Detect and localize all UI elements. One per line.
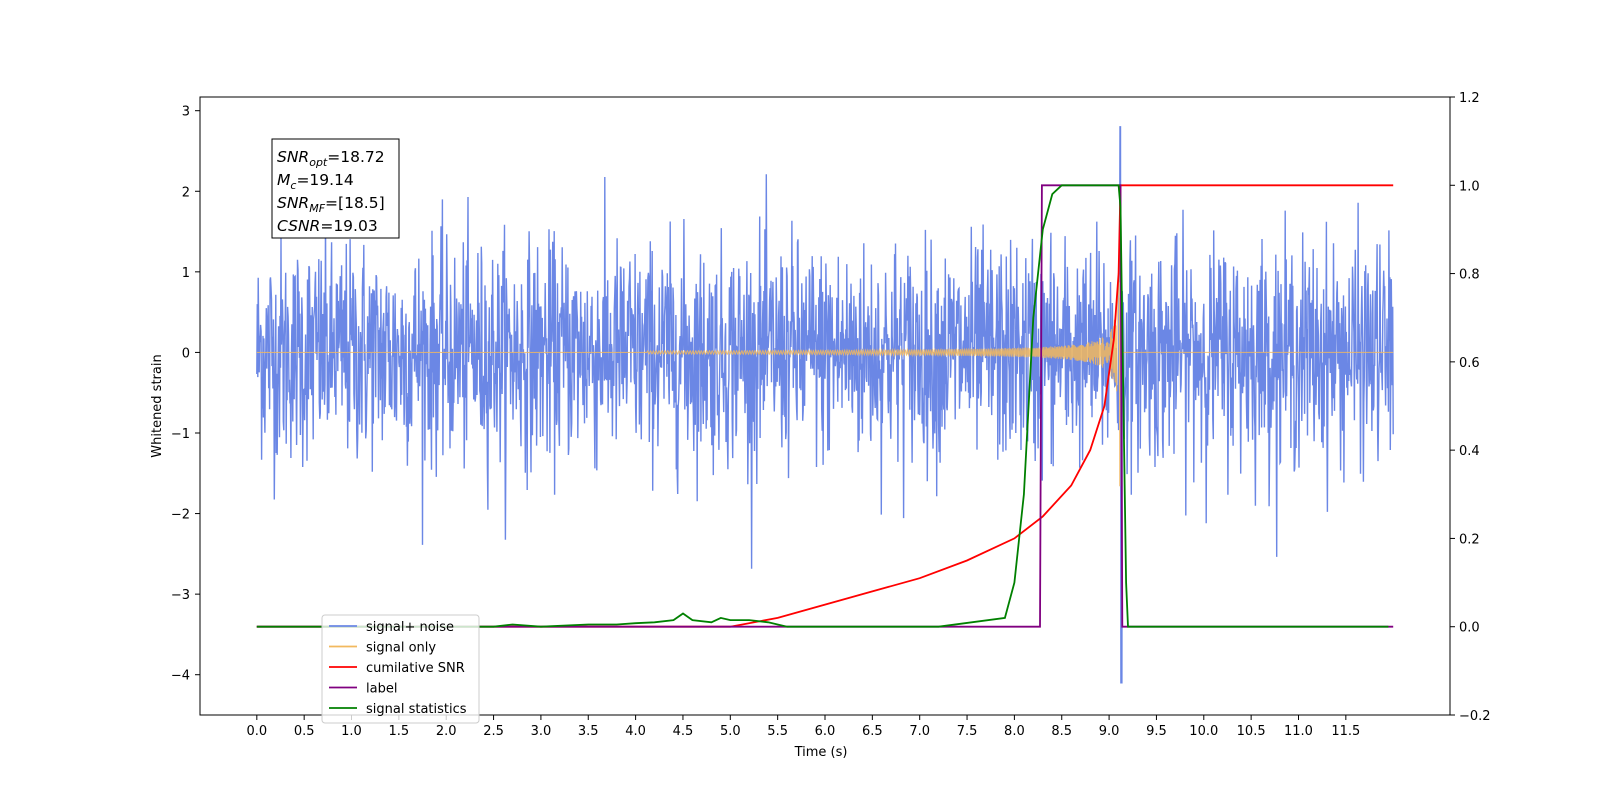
legend-frame [321,614,480,724]
y-right-tick-label: 0.6 [1459,356,1480,371]
legend-label: signal+ noise [366,620,454,635]
y-right-tick-label: 0.4 [1459,444,1480,459]
x-tick-label: 0.0 [246,724,267,739]
series-signal-statistics [256,184,1389,628]
x-tick-label: 6.0 [815,724,836,739]
y-right-tick-label: 0.2 [1459,532,1480,547]
y-left-tick-label: 2 [182,185,190,200]
x-tick-label: 4.0 [625,724,646,739]
legend-label: cumilative SNR [366,661,465,676]
y-left-tick-label: −2 [171,508,190,523]
x-tick-label: 6.5 [862,724,883,739]
x-tick-label: 5.5 [767,724,788,739]
info-line: CSNR=19.03 [277,217,378,235]
y-right-tick-label: 1.2 [1459,91,1480,106]
legend-label: signal statistics [366,702,467,717]
y-left-tick-label: −3 [171,588,190,603]
x-tick-label: 2.5 [483,724,504,739]
x-tick-label: 7.5 [957,724,978,739]
x-tick-label: 8.5 [1051,724,1072,739]
legend-label: signal only [366,641,436,656]
x-tick-label: 11.0 [1284,724,1313,739]
y-right-tick-label: −0.2 [1459,709,1491,724]
x-tick-label: 1.0 [341,724,362,739]
info-line: Mc=19.14 [277,171,354,192]
x-tick-label: 2.0 [436,724,457,739]
x-tick-label: 3.5 [578,724,599,739]
x-tick-label: 4.5 [673,724,694,739]
x-tick-label: 3.0 [531,724,552,739]
x-tick-label: 8.0 [1004,724,1025,739]
y-left-tick-label: 3 [182,105,190,120]
y-left-tick-label: −4 [171,669,190,684]
y-left-tick-label: −1 [171,427,190,442]
x-tick-label: 11.5 [1331,724,1360,739]
x-tick-label: 7.0 [909,724,930,739]
legend-label: label [366,682,397,697]
x-tick-label: 0.5 [294,724,315,739]
y-right-tick-label: 0.0 [1459,621,1480,636]
series-signal-noise [256,126,1394,684]
x-tick-label: 1.5 [389,724,410,739]
x-tick-label: 10.0 [1189,724,1218,739]
y-axis-left: 3 2 1 0 −1 −2 −3 −4 [171,105,200,684]
y-axis-label: Whitened strain [150,354,165,457]
series-cumilative-snr [256,184,1394,628]
y-axis-right: 1.2 1.0 0.8 0.6 0.4 0.2 0.0 −0.2 [1450,91,1491,724]
plot-area [256,126,1394,684]
y-left-tick-label: 1 [182,266,190,281]
info-line: SNRopt=18.72 [277,148,385,169]
x-axis-label: Time (s) [794,745,848,760]
series-signal-only [256,265,1394,487]
x-tick-label: 10.5 [1237,724,1266,739]
x-axis: 0.0 0.5 1.0 1.5 2.0 2.5 3.0 3.5 4.0 4.5 5.0 5.5 6.0 6… [246,715,1360,739]
y-right-tick-label: 1.0 [1459,179,1480,194]
x-tick-label: 9.0 [1099,724,1120,739]
info-box-frame [271,138,400,239]
y-left-tick-label: 0 [182,346,190,361]
info-line: SNRMF=[18.5] [277,194,385,215]
x-tick-label: 9.5 [1146,724,1167,739]
legend: signal+ noise signal only cumilative SNR la… [321,614,480,724]
x-tick-label: 5.0 [720,724,741,739]
y-right-tick-label: 0.8 [1459,268,1480,283]
